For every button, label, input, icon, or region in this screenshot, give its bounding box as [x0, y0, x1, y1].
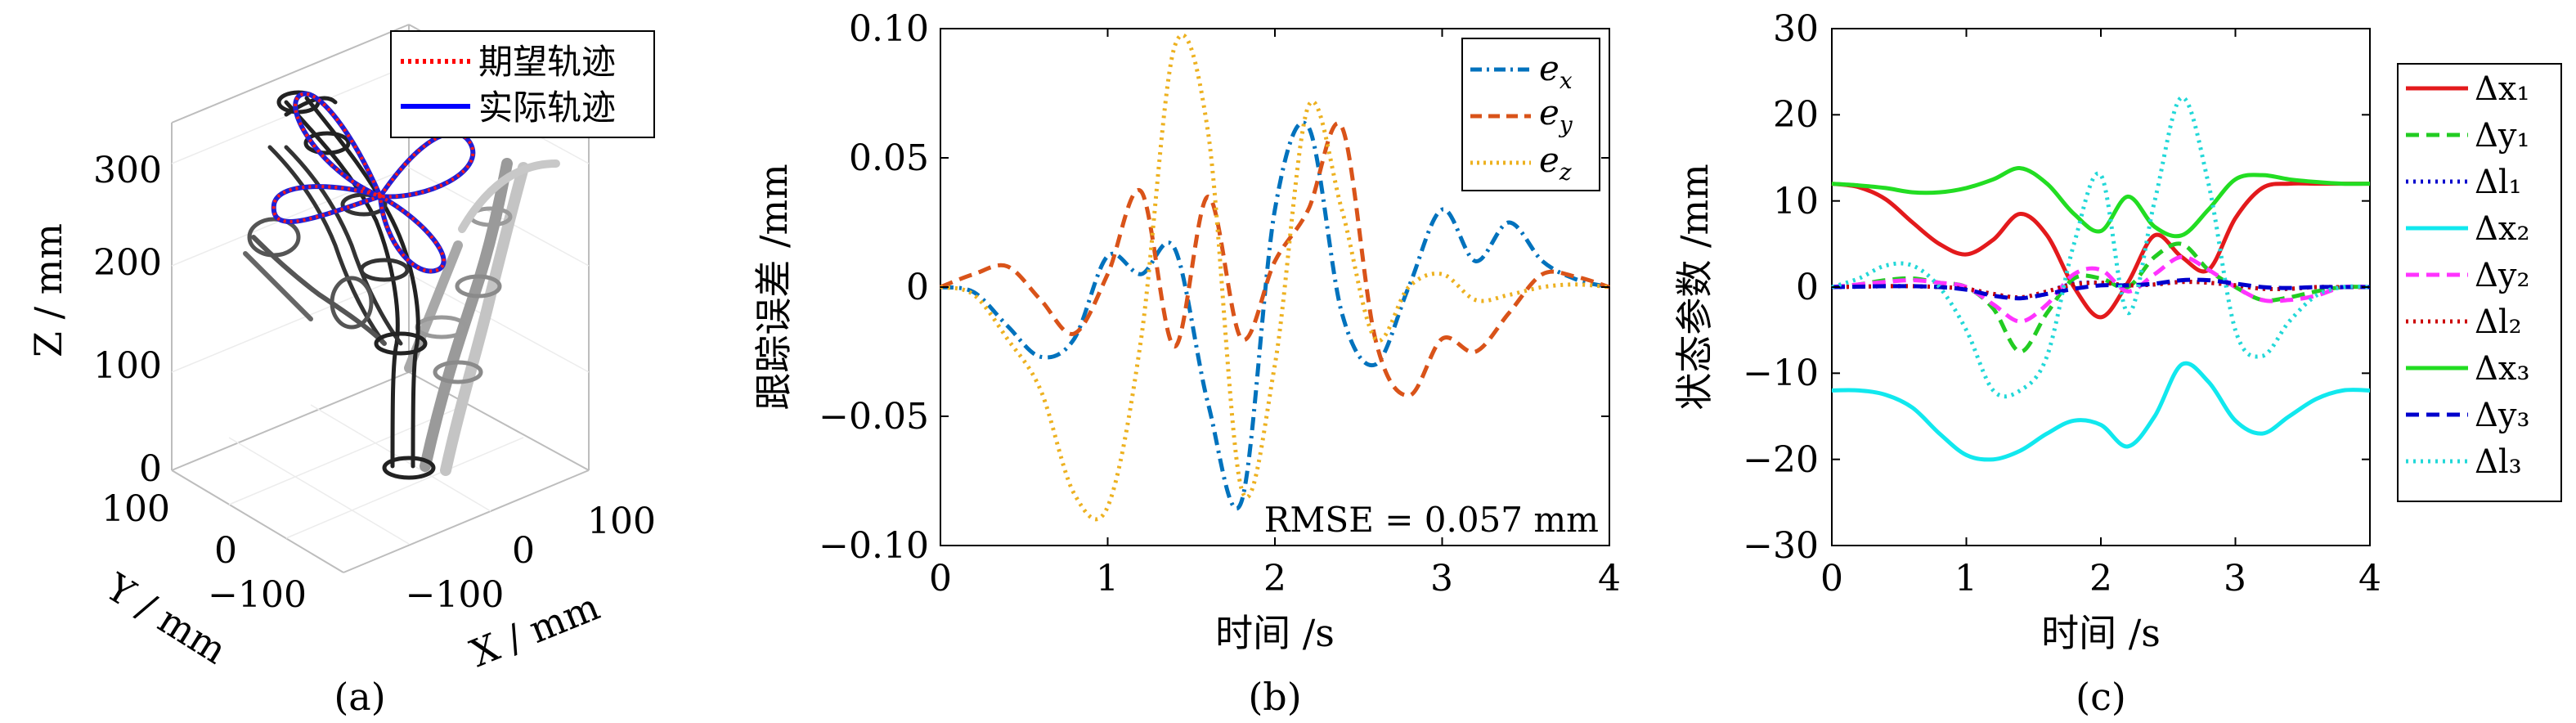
y-tick-0: 100	[101, 488, 170, 530]
y-tick-2: −100	[208, 574, 307, 616]
legend-label-desired: 期望轨迹	[478, 42, 616, 82]
panel-c-xtick-1: 1	[1954, 558, 1977, 600]
panel-a-zticks: 0 100 200 300	[93, 150, 162, 490]
panel-c-ytick-4: −10	[1743, 353, 1819, 394]
panel-label-b: (b)	[1248, 675, 1301, 719]
panel-b-ytick-2: 0	[906, 267, 929, 308]
z-tick-3: 300	[93, 150, 162, 191]
panel-c-ytick-0: 30	[1773, 8, 1819, 50]
panel-a-zlabel: Z / mm	[26, 223, 70, 357]
panel-b-series-2	[940, 33, 1610, 522]
panel-c-legend-label-0: Δx₁	[2475, 70, 2529, 108]
x-tick-0: −100	[406, 574, 505, 616]
panel-a: 0 100 200 300 100 0 −100 −100 0 100 Z / …	[26, 24, 656, 719]
panel-c-ytick-2: 10	[1773, 181, 1819, 222]
z-tick-0: 0	[139, 448, 162, 490]
panel-b-series	[940, 33, 1610, 522]
panel-c-series-0	[1831, 181, 2370, 320]
panel-c-legend: Δx₁ Δy₁ Δl₁ Δx₂ Δy₂ Δl₂ Δx₃ Δy₃ Δl₃	[2397, 63, 2562, 502]
legend-label-actual: 实际轨迹	[478, 88, 616, 128]
panel-c-series	[1831, 95, 2371, 462]
panel-c-legend-label-6: Δx₃	[2475, 350, 2529, 388]
panel-label-c: (c)	[2076, 675, 2126, 719]
z-tick-1: 100	[93, 345, 162, 387]
panel-c-ytick-6: −30	[1743, 525, 1819, 567]
panel-c-xtick-0: 0	[1820, 558, 1843, 600]
panel-c: 30 20 10 0 −10 −20 −30 0 1 2 3 4 时间 /s 状…	[1672, 8, 2562, 719]
panel-c-legend-label-4: Δy₂	[2475, 257, 2530, 294]
panel-c-legend-label-5: Δl₂	[2475, 303, 2522, 341]
panel-c-legend-box	[2397, 63, 2562, 502]
robot-structure-dark	[243, 90, 436, 480]
panel-c-series-7	[1831, 277, 2370, 301]
panel-c-series-8	[1831, 95, 2371, 399]
robot-structure-grey	[404, 158, 560, 476]
panel-a-legend-box	[390, 30, 655, 138]
panel-c-series-3	[1831, 361, 2371, 462]
trajectory-actual	[271, 91, 476, 274]
y-tick-1: 0	[214, 530, 237, 572]
panel-a-box	[171, 24, 590, 573]
panel-b-ytick-1: 0.05	[849, 137, 929, 179]
panel-b-series-0	[940, 120, 1610, 511]
panel-b-xtick-3: 3	[1430, 558, 1453, 600]
panel-c-legend-label-3: Δx₂	[2475, 210, 2529, 248]
panel-b-ticks	[940, 28, 1610, 546]
panel-c-series-4	[1831, 254, 2371, 324]
z-tick-2: 200	[93, 242, 162, 284]
panel-c-legend-label-1: Δy₁	[2475, 117, 2530, 155]
panel-c-xtick-4: 4	[2358, 558, 2381, 600]
panel-a-yticks: 100 0 −100	[101, 488, 307, 616]
panel-c-legend-label-8: Δl₃	[2475, 443, 2522, 481]
panel-c-xlabel: 时间 /s	[2041, 611, 2161, 655]
panel-b-legend: ex ey ez	[1461, 38, 1600, 191]
panel-c-ytick-1: 20	[1773, 94, 1819, 136]
panel-b-annotation: RMSE = 0.057 mm	[1264, 500, 1599, 540]
panel-c-series-1	[1831, 241, 2371, 354]
x-tick-2: 100	[587, 501, 656, 542]
panel-b-series-1	[940, 121, 1610, 398]
panel-a-xticks: −100 0 100	[406, 501, 656, 616]
panel-b-xtick-2: 2	[1263, 558, 1286, 600]
panel-c-legend-label-7: Δy₃	[2475, 397, 2530, 434]
panel-c-ticks	[1831, 28, 2371, 546]
panel-b-xtick-0: 0	[929, 558, 952, 600]
panel-b: 0.10 0.05 0 −0.05 −0.10 0 1 2 3 4 时间 /s …	[752, 8, 1621, 719]
panel-c-xtick-3: 3	[2224, 558, 2246, 600]
panel-b-ytick-4: −0.10	[819, 525, 929, 567]
panel-b-xtick-1: 1	[1096, 558, 1119, 600]
panel-c-series-6	[1831, 166, 2371, 239]
panel-c-xtick-2: 2	[2089, 558, 2112, 600]
panel-c-legend-label-2: Δl₁	[2475, 164, 2522, 201]
panel-c-ytick-5: −20	[1743, 439, 1819, 481]
panel-c-ytick-3: 0	[1796, 267, 1819, 308]
panel-b-ytick-3: −0.05	[819, 396, 929, 438]
x-tick-1: 0	[512, 530, 535, 572]
panel-b-xlabel: 时间 /s	[1215, 611, 1335, 655]
panel-b-ytick-0: 0.10	[849, 8, 929, 50]
panel-c-ylabel: 状态参数 /mm	[1672, 164, 1717, 410]
panel-a-legend: 期望轨迹 实际轨迹	[390, 30, 655, 138]
panel-b-xtick-4: 4	[1598, 558, 1621, 600]
trajectory-curves	[271, 91, 476, 274]
panel-b-ylabel: 跟踪误差 /mm	[752, 164, 796, 410]
panel-label-a: (a)	[334, 675, 385, 719]
